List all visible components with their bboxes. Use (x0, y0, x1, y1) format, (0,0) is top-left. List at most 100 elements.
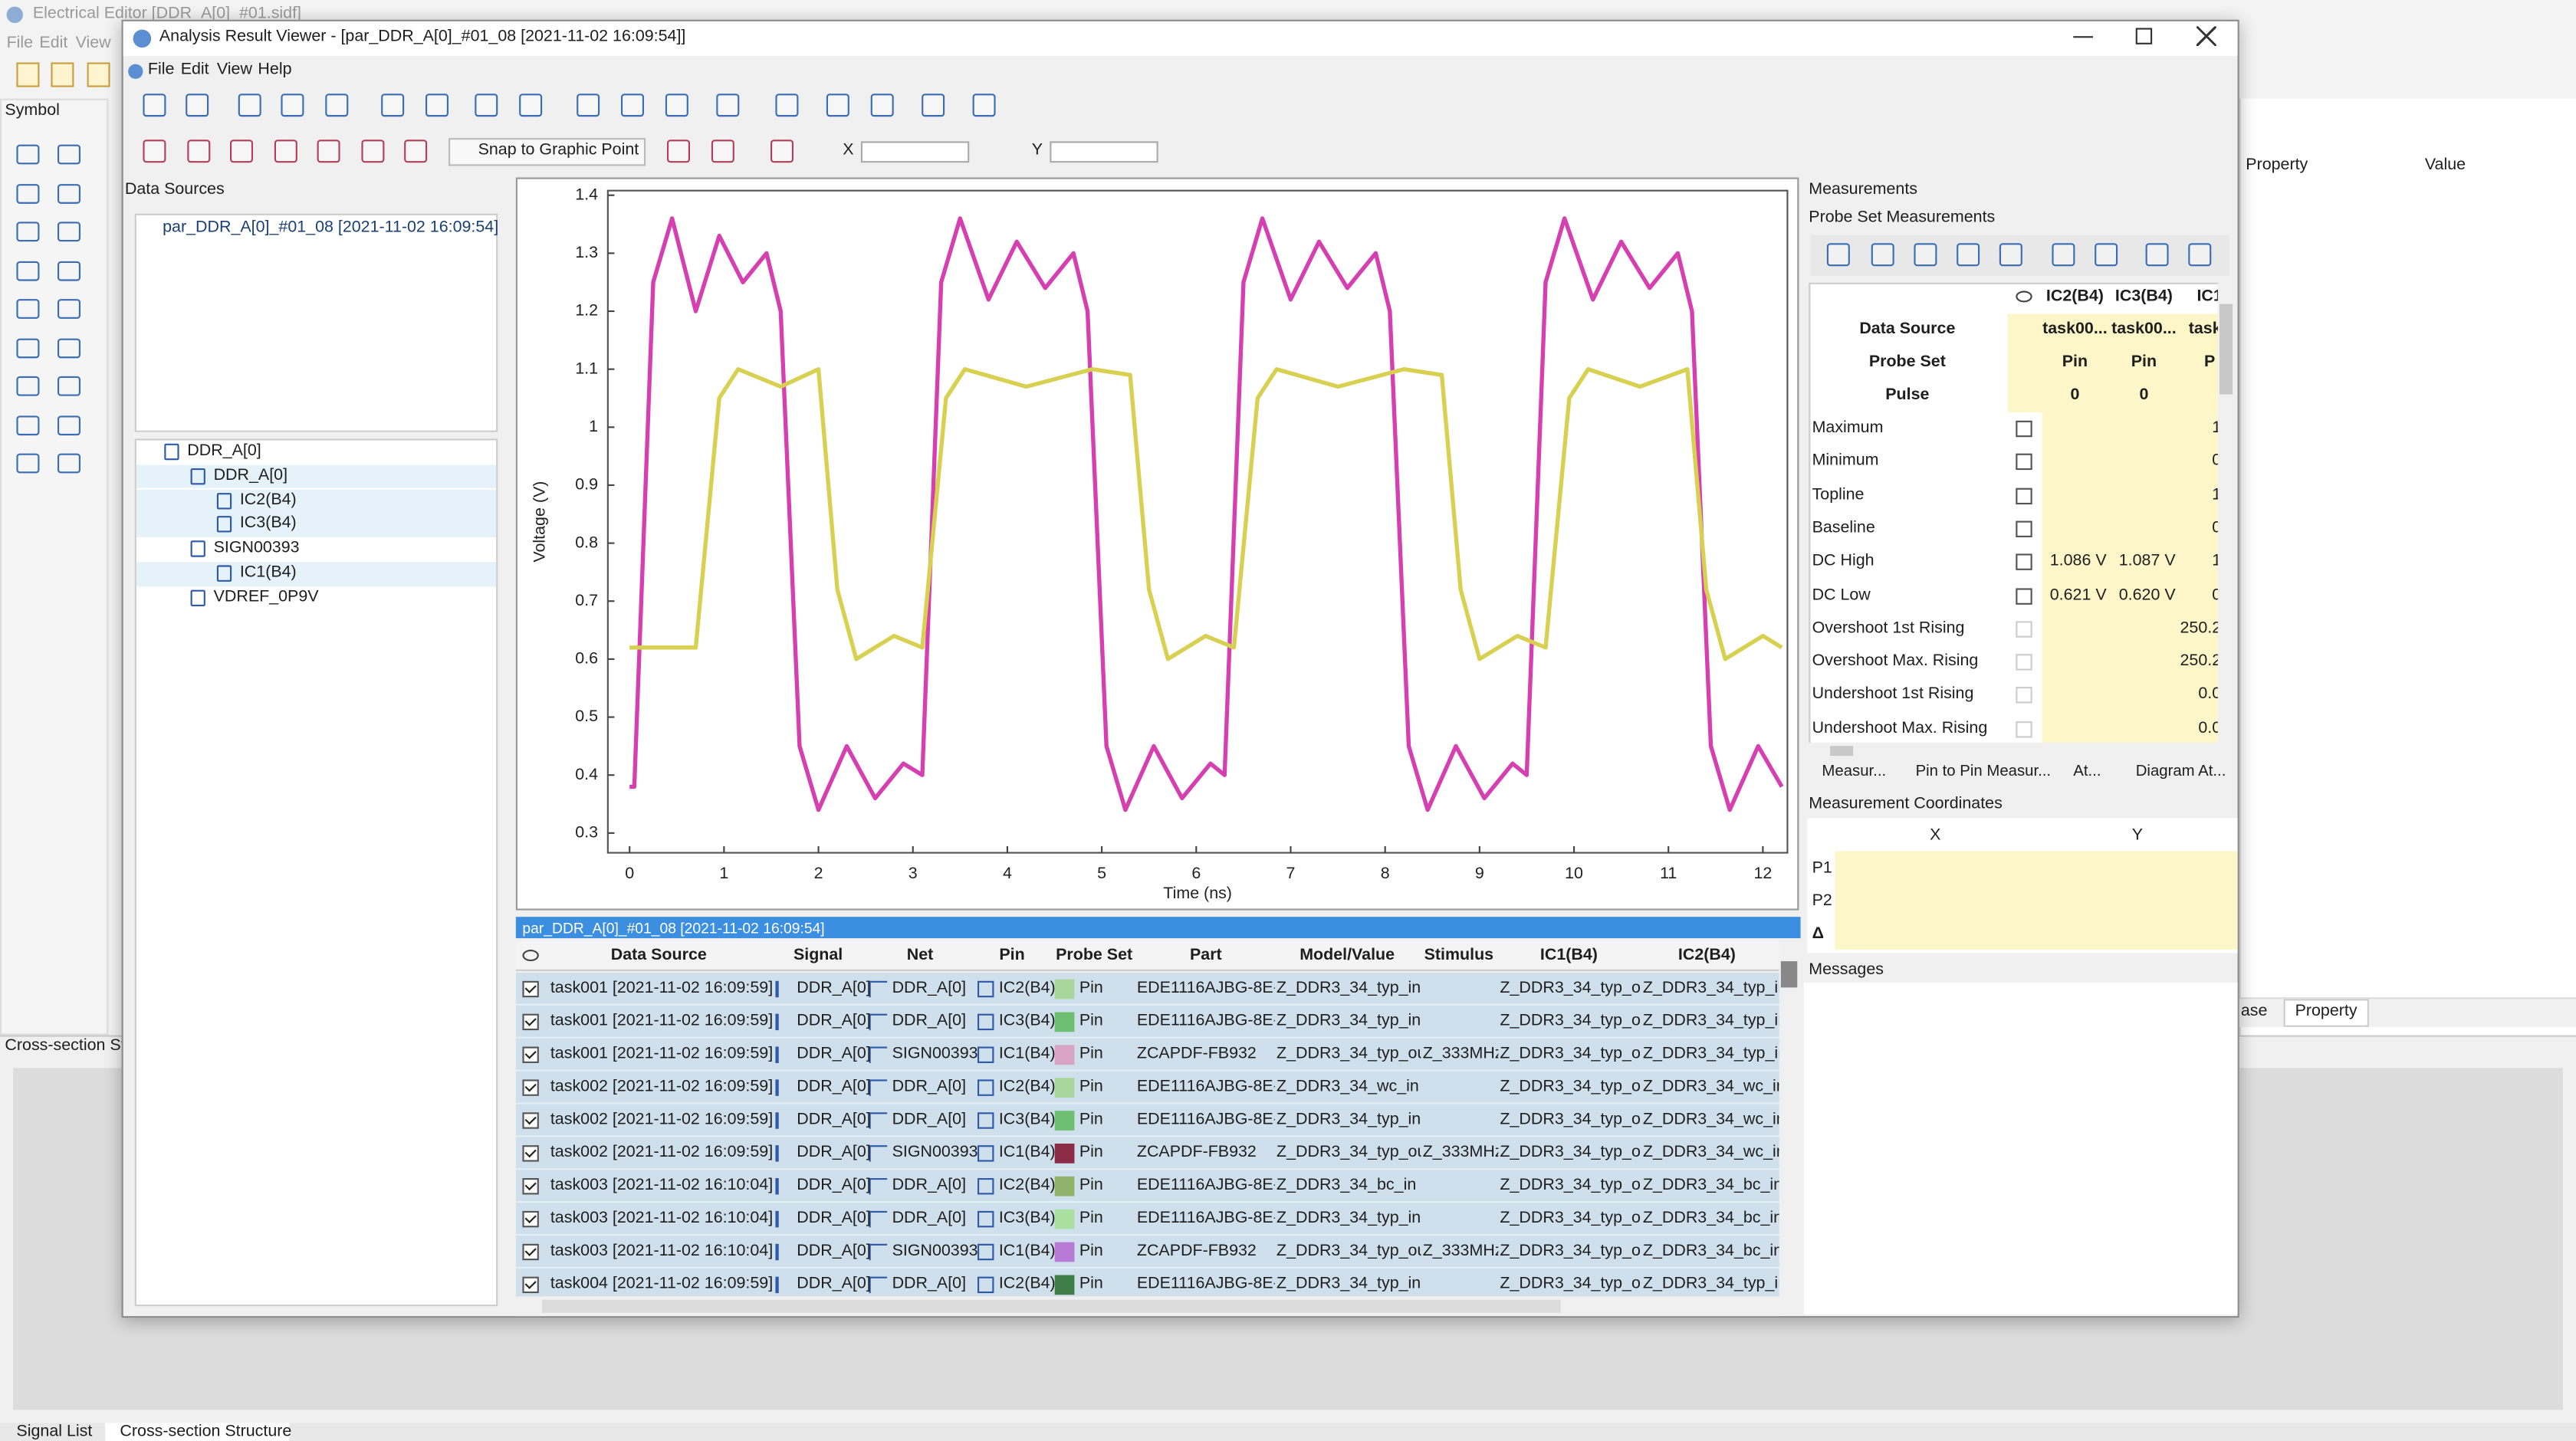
tree-node[interactable]: SIGN00393 (213, 539, 300, 558)
symbol-icon[interactable] (16, 453, 40, 474)
table-row[interactable] (515, 1005, 1781, 1039)
column-header[interactable]: Data Source (610, 946, 707, 965)
toolbar-icon[interactable] (381, 94, 405, 117)
toolbar-icon[interactable] (711, 140, 734, 163)
column-header[interactable]: IC1(B4) (1539, 946, 1598, 965)
v-scroll-thumb[interactable] (1780, 961, 1798, 988)
symbol-icon[interactable] (58, 183, 80, 203)
symbol-icon[interactable] (58, 222, 80, 242)
toolbar-icon[interactable] (665, 94, 688, 117)
toolbar-icon[interactable] (2188, 243, 2212, 267)
toolbar-icon[interactable] (16, 62, 40, 87)
m-v-thumb[interactable] (2220, 304, 2233, 395)
toolbar-icon[interactable] (1999, 243, 2022, 267)
table-row[interactable] (515, 973, 1781, 1006)
menu-item[interactable]: Edit (39, 34, 68, 53)
toolbar-icon[interactable] (230, 140, 253, 163)
column-header[interactable]: IC3(B4) (2114, 287, 2173, 306)
toolbar-icon[interactable] (2095, 243, 2118, 267)
menu-item[interactable]: Help (258, 61, 292, 79)
toolbar-icon[interactable] (143, 94, 166, 117)
column-header[interactable]: IC2(B4) (1677, 946, 1736, 965)
tab[interactable]: Property (2295, 1002, 2358, 1021)
table-row[interactable] (515, 1203, 1781, 1236)
symbol-icon[interactable] (58, 144, 80, 165)
toolbar-icon[interactable] (325, 94, 349, 117)
toolbar-icon[interactable] (186, 94, 209, 117)
table-row[interactable] (515, 1137, 1781, 1170)
toolbar-icon[interactable] (274, 140, 297, 163)
symbol-icon[interactable] (58, 299, 80, 319)
symbol-icon[interactable] (16, 299, 40, 319)
symbol-icon[interactable] (16, 260, 40, 281)
column-header[interactable]: Model/Value (1300, 946, 1395, 965)
measure-checkbox[interactable] (2016, 487, 2032, 504)
column-header[interactable]: Pin (999, 946, 1025, 965)
measure-checkbox[interactable] (2016, 553, 2032, 571)
column-header[interactable]: IC1 (2196, 287, 2223, 306)
measure-checkbox[interactable] (2016, 454, 2032, 471)
toolbar-icon[interactable] (51, 62, 74, 87)
table-row[interactable] (515, 1038, 1781, 1072)
toolbar-icon[interactable] (577, 94, 600, 117)
measure-checkbox[interactable] (2016, 654, 2032, 671)
x-input[interactable] (860, 141, 970, 163)
toolbar-icon[interactable] (1957, 243, 1980, 267)
toolbar-icon[interactable] (2145, 243, 2169, 267)
measure-checkbox[interactable] (2016, 720, 2032, 737)
symbol-icon[interactable] (58, 453, 80, 474)
column-header[interactable]: IC2(B4) (2045, 287, 2104, 306)
measure-checkbox[interactable] (2016, 520, 2032, 537)
measure-checkbox[interactable] (2016, 620, 2032, 638)
menu-item[interactable]: File (147, 61, 175, 79)
toolbar-icon[interactable] (143, 140, 166, 163)
toolbar-icon[interactable] (1871, 243, 1894, 267)
toolbar-icon[interactable] (621, 94, 644, 117)
menu-item[interactable]: View (216, 61, 252, 79)
symbol-icon[interactable] (16, 183, 40, 203)
minimize-button[interactable] (2073, 36, 2093, 38)
close-button[interactable] (2196, 26, 2216, 47)
toolbar-icon[interactable] (972, 94, 996, 117)
toolbar-icon[interactable] (716, 94, 740, 117)
toolbar-icon[interactable] (2052, 243, 2075, 267)
tab[interactable]: Cross-section Structure (120, 1423, 292, 1441)
symbol-icon[interactable] (16, 222, 40, 242)
tab[interactable]: Measur... (1822, 762, 1887, 781)
toolbar-icon[interactable] (770, 140, 794, 163)
symbol-icon[interactable] (16, 415, 40, 435)
toolbar-icon[interactable] (1914, 243, 1937, 267)
toolbar-icon[interactable] (404, 140, 428, 163)
m-h-thumb[interactable] (1830, 746, 1854, 757)
tree-node[interactable]: DDR_A[0] (213, 466, 288, 484)
toolbar-icon[interactable] (922, 94, 945, 117)
toolbar-icon[interactable] (187, 140, 211, 163)
symbol-icon[interactable] (16, 144, 40, 165)
toolbar-icon[interactable] (870, 94, 894, 117)
table-row[interactable] (515, 1236, 1781, 1269)
tab[interactable]: ase (2240, 1002, 2268, 1021)
symbol-icon[interactable] (58, 376, 80, 396)
toolbar-icon[interactable] (87, 62, 110, 87)
toolbar-icon[interactable] (775, 94, 799, 117)
tree-node[interactable]: IC3(B4) (239, 514, 297, 533)
symbol-icon[interactable] (16, 376, 40, 396)
measure-checkbox[interactable] (2016, 687, 2032, 704)
toolbar-icon[interactable] (317, 140, 340, 163)
table-row[interactable] (515, 1104, 1781, 1137)
toolbar-icon[interactable] (426, 94, 449, 117)
toolbar-icon[interactable] (281, 94, 304, 117)
h-scroll-thumb[interactable] (542, 1299, 1561, 1313)
column-header[interactable]: Signal (793, 946, 843, 965)
tree-node[interactable]: VDREF_0P9V (213, 587, 319, 606)
symbol-icon[interactable] (16, 337, 40, 358)
dropdown-label[interactable]: Snap to Graphic Point (478, 141, 639, 159)
menu-item[interactable]: Edit (180, 61, 209, 79)
toolbar-icon[interactable] (667, 140, 690, 163)
tree-node[interactable]: DDR_A[0] (187, 441, 261, 461)
column-header[interactable]: Net (906, 946, 934, 965)
measure-checkbox[interactable] (2016, 420, 2032, 438)
tree-node[interactable]: IC1(B4) (239, 563, 297, 582)
tree-node[interactable]: IC2(B4) (239, 491, 297, 509)
toolbar-icon[interactable] (475, 94, 498, 117)
